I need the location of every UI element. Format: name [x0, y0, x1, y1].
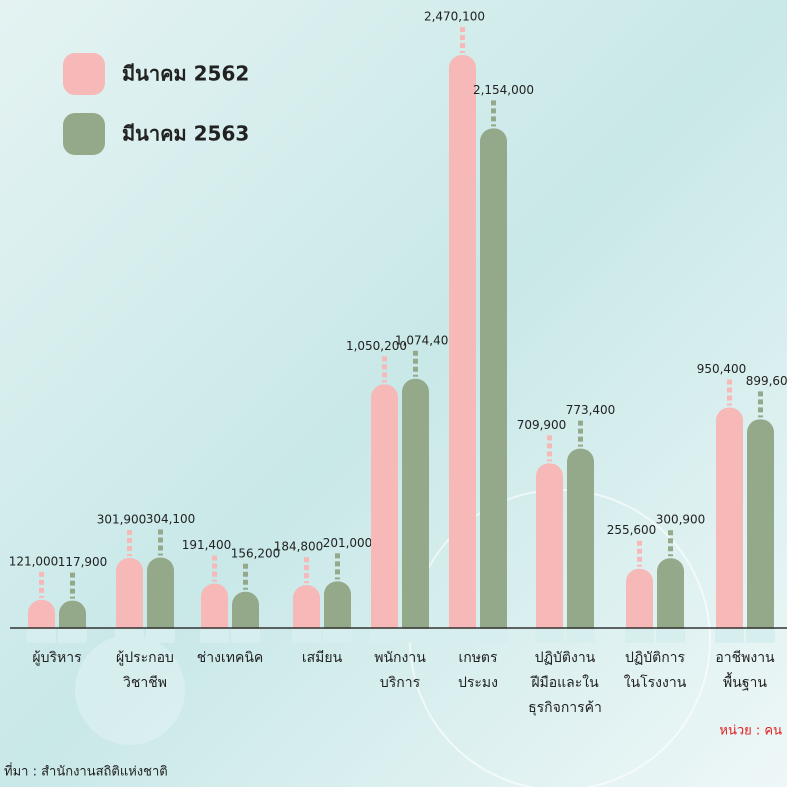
legend-label: มีนาคม 2562	[122, 62, 249, 86]
value-label: 773,400	[566, 403, 616, 417]
bar	[567, 449, 594, 640]
axis-cover	[479, 629, 508, 643]
axis-cover	[566, 629, 595, 643]
value-label: 121,000	[9, 554, 59, 568]
axis-cover	[370, 629, 399, 643]
bar	[747, 419, 774, 640]
x-tick-label: ผู้ประกอบ	[116, 650, 174, 666]
axis-cover	[625, 629, 654, 643]
axis-cover	[146, 629, 175, 643]
value-label: 201,000	[323, 536, 373, 550]
x-tick-label: พื้นฐาน	[723, 672, 767, 691]
source: ที่มา : สำนักงานสถิติแห่งชาติ	[4, 763, 168, 780]
x-tick-label: บริการ	[380, 675, 421, 691]
value-label: 709,900	[517, 418, 567, 432]
value-label: 184,800	[274, 540, 324, 554]
legend-label: มีนาคม 2563	[122, 122, 249, 146]
page: {"chart_data": {"type": "bar", "categori…	[0, 0, 787, 787]
axis-cover	[448, 629, 477, 643]
axis-cover	[401, 629, 430, 643]
value-label: 2,154,000	[473, 83, 534, 97]
axis-cover	[27, 629, 56, 643]
value-label: 899,600	[746, 374, 787, 388]
x-tick-label: วิชาชีพ	[123, 675, 167, 691]
bar	[402, 379, 429, 640]
axis-cover	[656, 629, 685, 643]
axis-cover	[292, 629, 321, 643]
legend-swatch	[63, 113, 105, 155]
x-tick-label: ธุรกิจการค้า	[528, 700, 602, 716]
bar	[536, 463, 563, 640]
axis-cover	[715, 629, 744, 643]
axis-cover	[115, 629, 144, 643]
x-tick-label: ปฏิบัติงาน	[535, 650, 596, 666]
x-tick-label: ฝีมือและใน	[530, 674, 599, 691]
unit-note: หน่วย : คน	[719, 724, 782, 739]
axis-cover	[231, 629, 260, 643]
x-tick-label: พนักงาน	[374, 650, 426, 666]
value-label: 950,400	[697, 362, 747, 376]
axis-cover	[200, 629, 229, 643]
axis-cover	[535, 629, 564, 643]
chart: มีนาคม 2562 มีนาคม 2563 หน่วย : คน ที่มา…	[0, 0, 787, 787]
x-tick-label: ประมง	[458, 675, 498, 691]
x-tick-label: ในโรงงาน	[624, 674, 687, 691]
value-label: 300,900	[656, 513, 706, 527]
legend-swatch	[63, 53, 105, 95]
value-label: 1,074,400	[395, 333, 456, 347]
value-label: 191,400	[182, 538, 232, 552]
bar	[716, 408, 743, 640]
x-tick-label: ผู้บริหาร	[32, 650, 82, 666]
x-tick-label: ปฏิบัติการ	[625, 650, 686, 666]
value-label: 255,600	[607, 523, 657, 537]
x-tick-label: อาชีพงาน	[715, 650, 775, 666]
bar	[449, 55, 476, 640]
x-tick-label: เกษตร	[458, 650, 498, 666]
value-label: 301,900	[97, 512, 147, 526]
value-label: 304,100	[146, 512, 196, 526]
axis-cover	[58, 629, 87, 643]
bar	[480, 128, 507, 640]
x-tick-label: ช่างเทคนิค	[197, 650, 264, 666]
x-tick-label: เสมียน	[302, 650, 343, 666]
bar	[371, 384, 398, 640]
value-label: 117,900	[58, 555, 108, 569]
axis-cover	[323, 629, 352, 643]
value-label: 2,470,100	[424, 10, 485, 24]
axis-cover	[746, 629, 775, 643]
